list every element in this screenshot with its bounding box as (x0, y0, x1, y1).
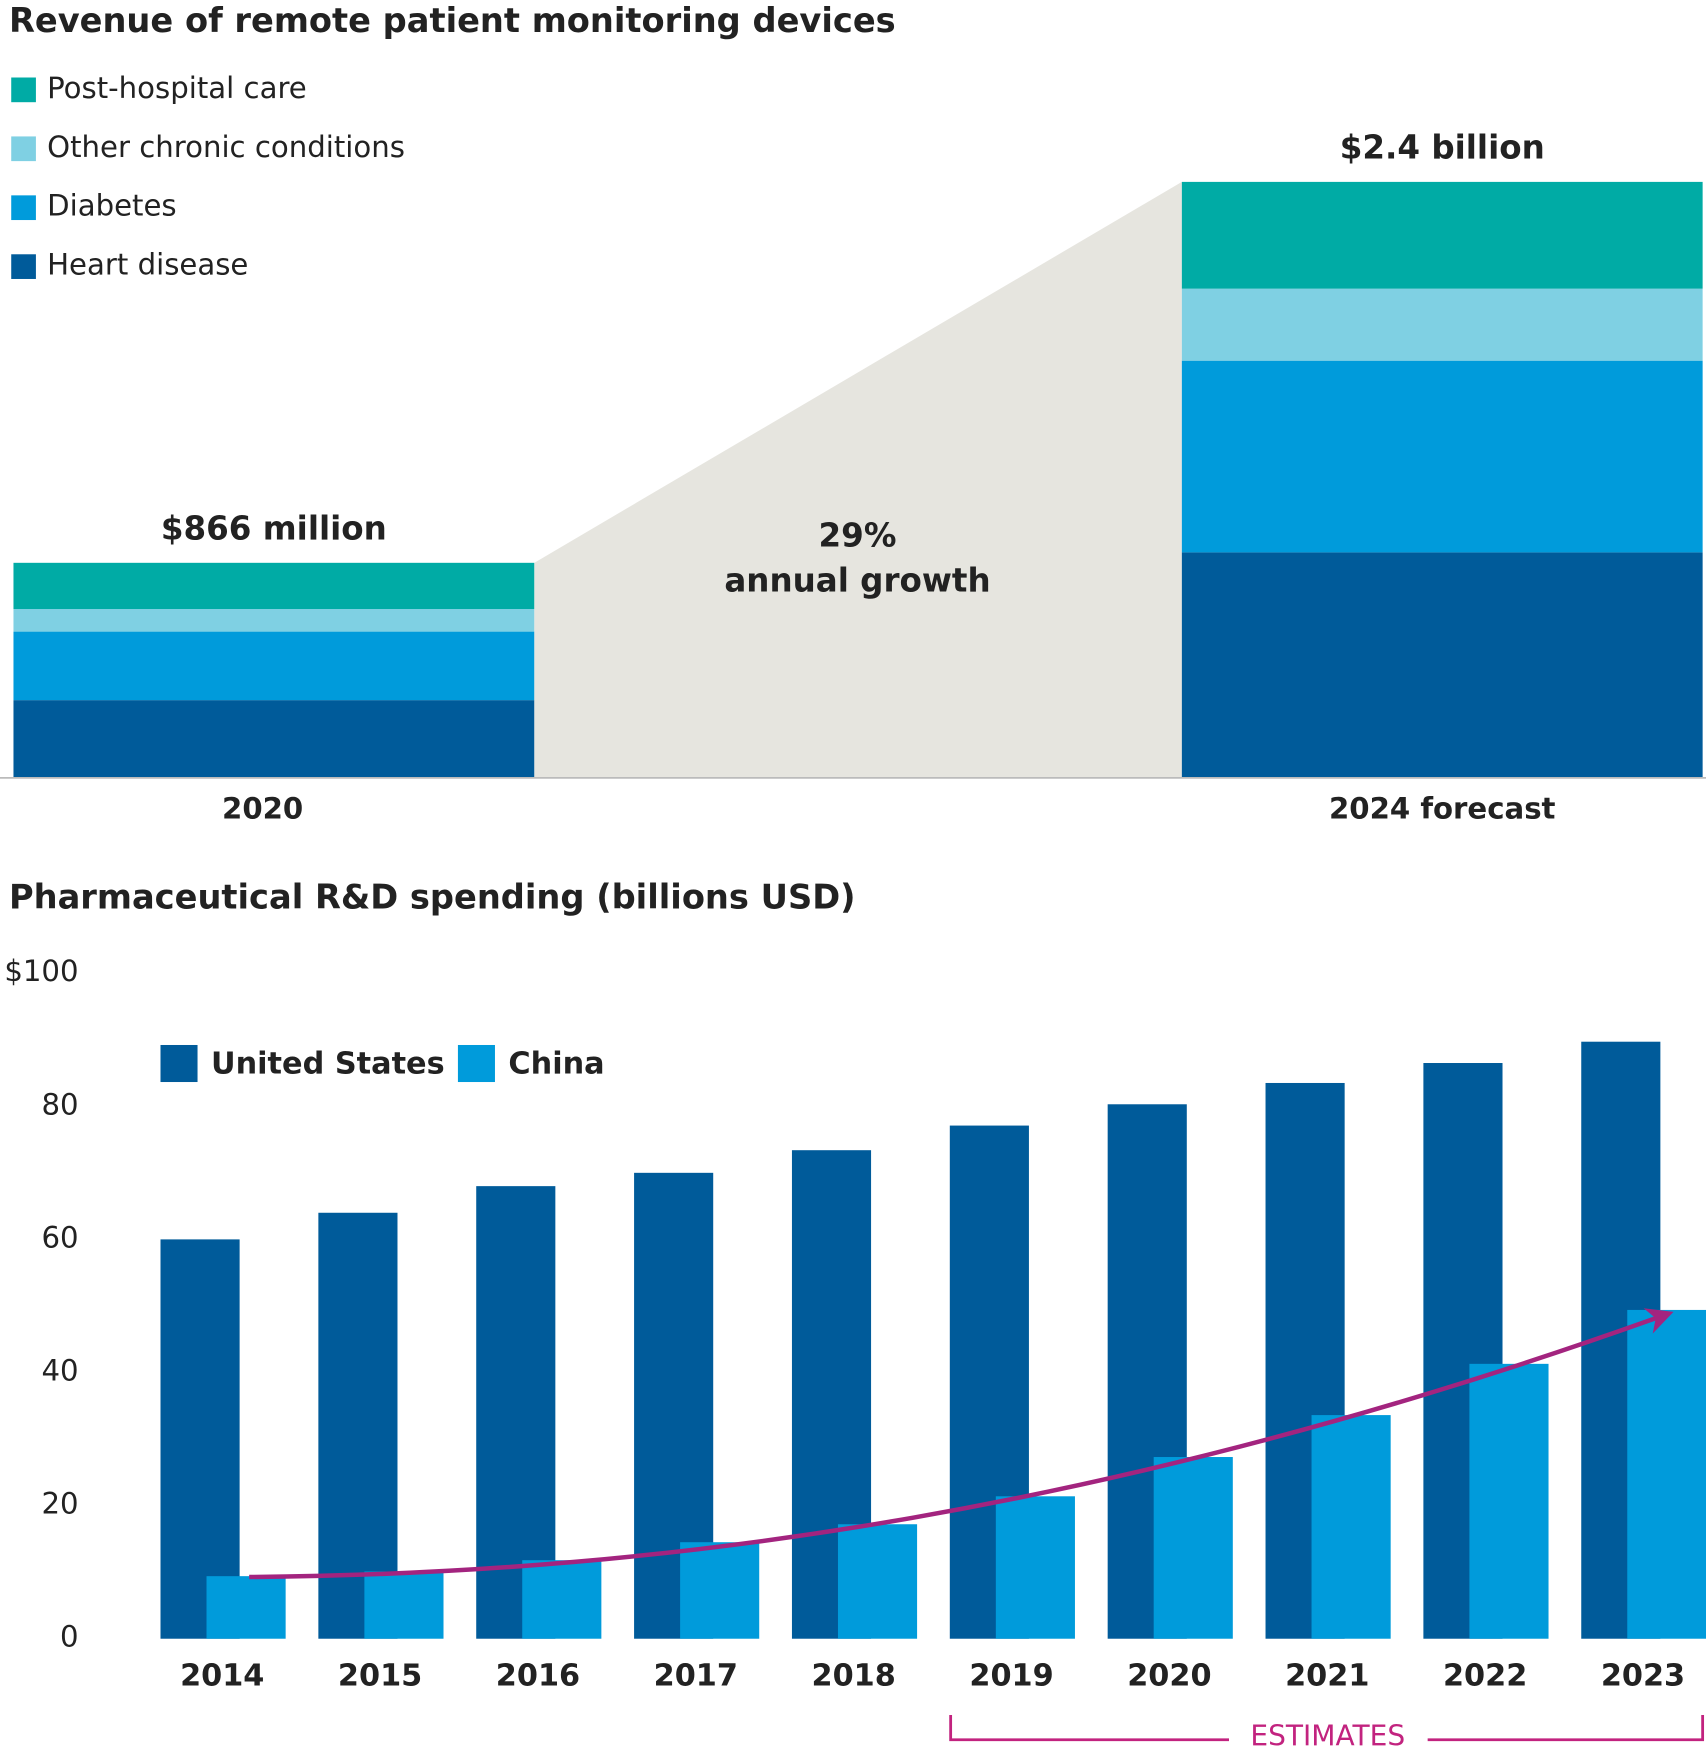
legend-swatch (11, 195, 36, 221)
chart-title: Revenue of remote patient monitoring dev… (9, 1, 896, 40)
y-tick-label: 60 (41, 1220, 78, 1254)
y-tick-label: 20 (41, 1487, 78, 1521)
legend-label: Heart disease (47, 248, 248, 282)
y-tick-label: 40 (41, 1353, 78, 1387)
total-label: $866 million (161, 509, 387, 547)
legend-label: Diabetes (47, 189, 177, 223)
x-tick-label: 2018 (812, 1658, 896, 1693)
estimates-label: ESTIMATES (1250, 1719, 1405, 1752)
x-tick-label: 2024 forecast (1329, 791, 1556, 825)
bar (1153, 1457, 1233, 1639)
bar (318, 1212, 398, 1639)
x-tick-label: 2020 (222, 791, 303, 825)
estimates-bracket (949, 1715, 1705, 1742)
legend-label: Post-hospital care (47, 71, 307, 105)
bar-segment (1181, 552, 1703, 778)
bar-segment (13, 609, 535, 632)
bar-segment (1181, 288, 1703, 361)
bar-segment (13, 562, 535, 610)
bar (522, 1560, 602, 1639)
bar (1627, 1309, 1706, 1639)
bar-segment (13, 700, 535, 778)
x-tick-label: 2021 (1285, 1658, 1369, 1693)
total-label: $2.4 billion (1340, 128, 1545, 166)
x-tick-label: 2014 (180, 1658, 264, 1693)
legend-swatch (11, 254, 36, 279)
bar-segment (1181, 181, 1703, 289)
legend-swatch (11, 77, 36, 103)
x-tick-label: 2023 (1601, 1658, 1685, 1693)
x-tick-label: 2016 (496, 1658, 580, 1693)
legend-swatch (457, 1044, 495, 1083)
legend-label: Other chronic conditions (47, 130, 405, 164)
chart-title: Pharmaceutical R&D spending (billions US… (9, 878, 856, 917)
legend-label: United States (211, 1047, 445, 1082)
y-tick-label: 0 (60, 1620, 79, 1654)
bar (1469, 1363, 1549, 1639)
x-tick-label: 2015 (338, 1658, 422, 1693)
growth-connector (534, 181, 1182, 778)
bar (206, 1576, 286, 1639)
y-tick-label: 80 (41, 1087, 78, 1121)
legend-swatch (11, 136, 36, 162)
x-tick-label: 2019 (969, 1658, 1053, 1693)
bar-segment (13, 631, 535, 701)
bar (364, 1571, 444, 1639)
trend-arrow (249, 1308, 1674, 1580)
bar (680, 1542, 760, 1639)
x-tick-label: 2017 (654, 1658, 738, 1693)
legend-label: China (508, 1047, 604, 1082)
bar (160, 1239, 240, 1639)
bar (1311, 1415, 1391, 1639)
bar-segment (1181, 360, 1703, 553)
x-tick-label: 2020 (1127, 1658, 1211, 1693)
bar (995, 1496, 1075, 1639)
legend-swatch (160, 1044, 198, 1083)
y-tick-label: $100 (4, 954, 78, 988)
growth-annotation: 29% (819, 517, 897, 555)
growth-annotation: annual growth (724, 562, 990, 600)
x-tick-label: 2022 (1443, 1658, 1527, 1693)
bar (837, 1524, 918, 1639)
